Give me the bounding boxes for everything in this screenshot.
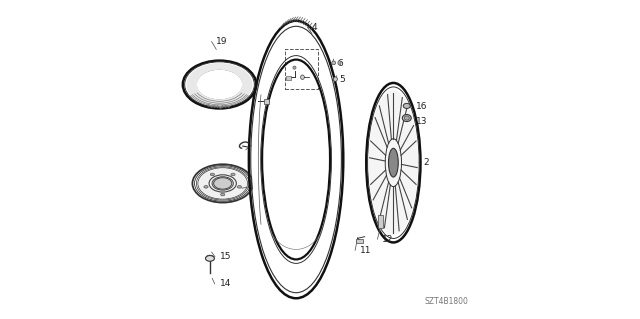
Ellipse shape xyxy=(214,178,232,189)
Ellipse shape xyxy=(198,168,247,199)
Ellipse shape xyxy=(404,116,410,120)
Text: 16: 16 xyxy=(416,102,428,111)
Ellipse shape xyxy=(369,90,418,235)
Text: SZT4B1800: SZT4B1800 xyxy=(424,297,468,306)
Ellipse shape xyxy=(333,77,337,81)
Ellipse shape xyxy=(196,70,243,100)
Text: 3: 3 xyxy=(278,98,284,107)
Ellipse shape xyxy=(211,173,214,176)
Text: 7: 7 xyxy=(305,77,311,86)
Ellipse shape xyxy=(252,29,340,290)
Bar xyxy=(264,99,269,104)
Ellipse shape xyxy=(338,61,341,65)
Text: 5: 5 xyxy=(340,75,346,84)
Bar xyxy=(356,239,363,243)
Ellipse shape xyxy=(204,186,208,188)
Bar xyxy=(378,215,383,228)
Ellipse shape xyxy=(199,71,240,98)
Text: 13: 13 xyxy=(416,117,428,126)
Ellipse shape xyxy=(205,256,214,261)
Ellipse shape xyxy=(332,61,335,65)
Ellipse shape xyxy=(388,148,398,177)
Ellipse shape xyxy=(221,193,225,196)
Bar xyxy=(285,49,319,89)
Text: 8: 8 xyxy=(323,78,329,87)
Ellipse shape xyxy=(403,115,412,122)
Ellipse shape xyxy=(293,66,296,69)
Ellipse shape xyxy=(301,75,305,79)
Text: 1: 1 xyxy=(255,182,261,191)
Ellipse shape xyxy=(237,186,241,188)
Bar xyxy=(286,76,291,80)
Ellipse shape xyxy=(231,173,235,176)
Ellipse shape xyxy=(186,63,253,106)
Text: 2: 2 xyxy=(423,158,429,167)
Text: 14: 14 xyxy=(220,279,231,288)
Text: 10: 10 xyxy=(256,141,268,150)
Text: 12: 12 xyxy=(382,235,394,244)
Text: 15: 15 xyxy=(220,252,231,261)
Text: 4: 4 xyxy=(312,23,317,32)
Text: 20: 20 xyxy=(273,217,284,226)
Text: 11: 11 xyxy=(360,246,371,255)
Ellipse shape xyxy=(403,103,410,108)
Text: 6: 6 xyxy=(337,59,342,68)
Text: 9: 9 xyxy=(308,59,314,68)
Text: 19: 19 xyxy=(216,37,228,46)
